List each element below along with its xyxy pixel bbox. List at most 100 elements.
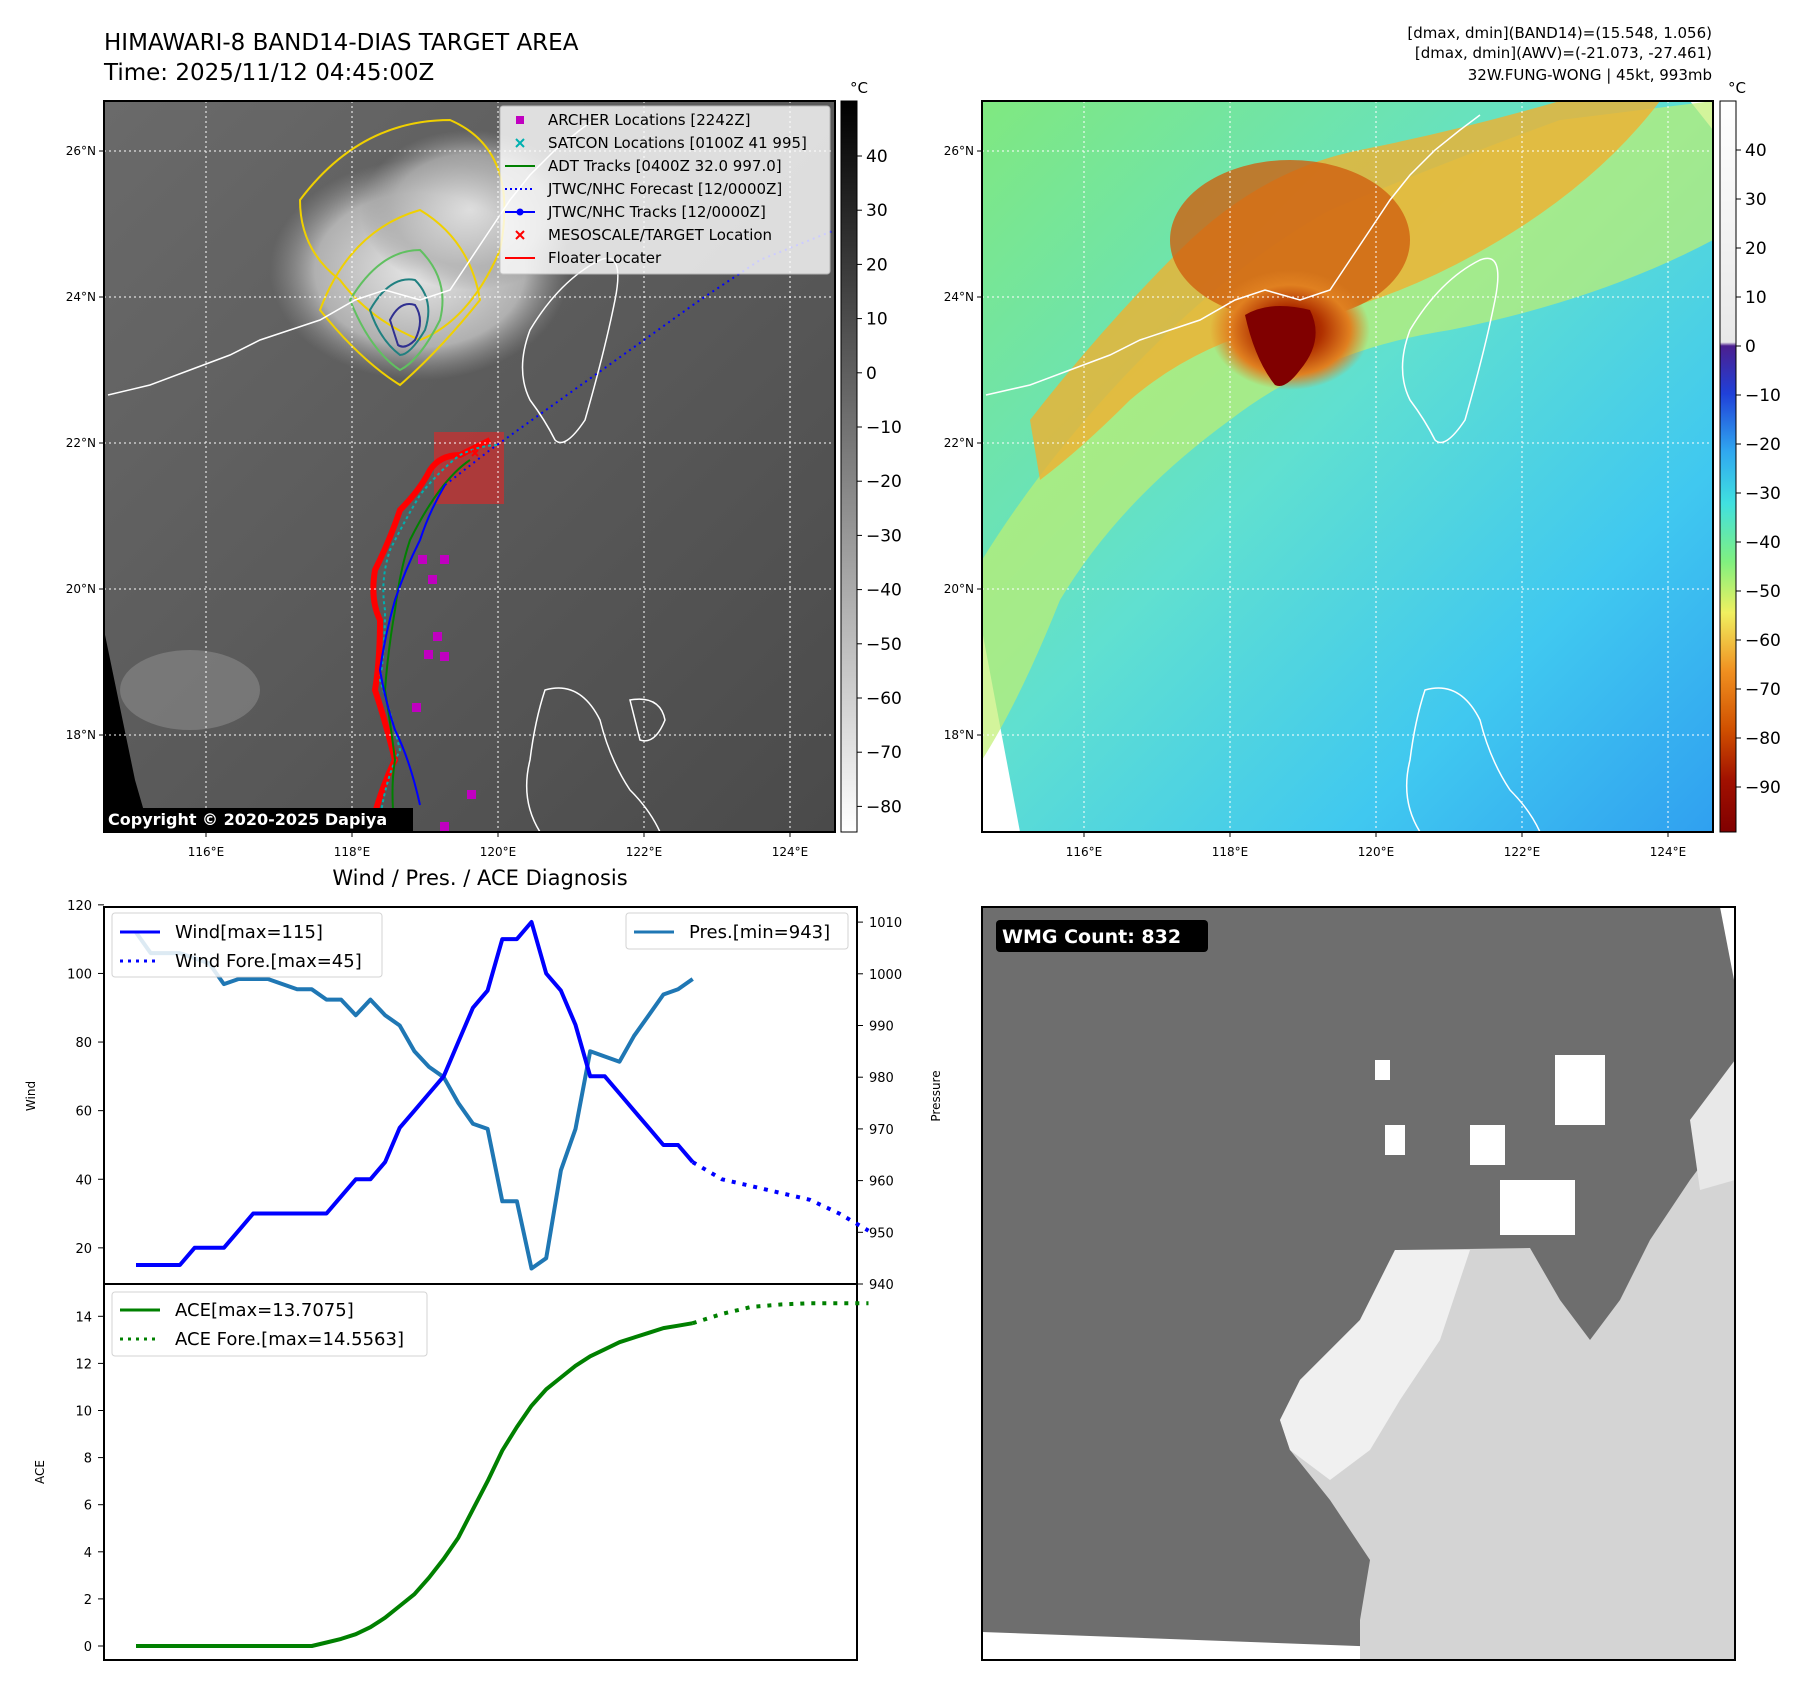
colorbar-tick-label: 30 [1745,190,1767,210]
enh-lat-ticks: 26°N 24°N 22°N 20°N 18°N [944,144,982,742]
wmg-white-patch [1470,1125,1505,1165]
lon-tick-label: 122°E [1504,845,1541,859]
wmg-panel: WMG Count: 832 [981,906,1736,1661]
colorbar-tick-label: −40 [1745,533,1781,553]
axis-tick-label: 2 [84,1593,92,1608]
ace-ylabel: ACE [33,1460,47,1484]
colorbar-tick-label: 20 [1745,239,1767,259]
axis-tick-label: 990 [869,1020,894,1035]
map-legend: ARCHER Locations [2242Z] SATCON Location… [499,105,831,275]
wind-legend-box [111,912,383,978]
floater-locater-box [434,432,504,504]
legend-forecast-label: JTWC/NHC Forecast [12/0000Z] [547,180,782,198]
ir-colorbar [840,100,858,833]
axis-tick-label: 970 [869,1123,894,1138]
colorbar-tick-label: 20 [866,255,888,275]
colorbar-tick-label: 10 [866,310,888,330]
pressure-ylabel: Pressure [929,1070,943,1121]
enh-map-frame [981,100,1714,833]
floater-track [367,437,492,832]
ace-series-line [136,1321,694,1648]
pres-legend-label: Pres.[min=943] [689,922,830,943]
enh-colorbar-unit: °C [1728,79,1746,97]
lat-tick-label: 24°N [944,290,974,304]
jtwc-track [378,484,446,806]
colorbar-tick-label: 40 [866,147,888,167]
info-line3: 32W.FUNG-WONG | 45kt, 993mb [1468,66,1712,84]
wind-fore-legend-label: Wind Fore.[max=45] [175,951,362,972]
colorbar-tick-label: −10 [1745,386,1781,406]
archer-point [418,555,427,564]
enh-colorbar-ticks: 40 30 20 10 0 −10 −20 −30 −40 −50 −60 −70 −80 −90 [1736,141,1781,798]
colorbar-tick-label: −90 [1745,778,1781,798]
wmg-right-bright [1690,1060,1735,1190]
info-line2: [dmax, dmin](AWV)=(-21.073, -27.461) [1415,44,1712,62]
colorbar-tick-label: −20 [1745,435,1781,455]
colorbar-tick-label: −80 [866,797,902,817]
ir-coastline-island [629,698,666,742]
lat-tick-label: 18°N [944,728,974,742]
ir-contour-purple [388,303,421,348]
lat-tick-label: 22°N [66,436,96,450]
colorbar-tick-label: −10 [866,418,902,438]
colorbar-tick-label: −60 [1745,631,1781,651]
pressure-axis-ticks: 1010 1000 990 980 970 960 950 940 [857,916,902,1293]
legend-satcon-label: SATCON Locations [0100Z 41 995] [548,134,807,152]
archer-point [412,703,421,712]
colorbar-tick-label: −80 [1745,729,1781,749]
wmg-white-patch [1500,1180,1575,1235]
axis-tick-label: 8 [84,1452,92,1467]
axis-tick-label: 980 [869,1071,894,1086]
axis-tick-label: 120 [67,899,92,914]
archer-point [467,790,476,799]
ir-map-panel: Copyright © 2020-2025 Dapiya 116°E 118°E 1… [66,79,902,859]
colorbar-tick-label: −50 [866,635,902,655]
adt-track [383,459,471,832]
axis-tick-label: 960 [869,1175,894,1190]
lon-tick-label: 118°E [334,845,371,859]
lon-tick-label: 116°E [1066,845,1103,859]
wind-axis-ticks: 120 100 80 60 40 20 [67,899,104,1257]
axis-tick-label: 40 [75,1173,92,1188]
lon-tick-label: 116°E [188,845,225,859]
ir-contour-green [348,248,444,372]
wind-ylabel: Wind [24,1081,38,1111]
axis-tick-label: 1000 [869,968,902,983]
archer-point [440,652,449,661]
colorbar-tick-label: −70 [1745,680,1781,700]
axis-tick-label: 12 [75,1357,92,1372]
ir-colorbar-ticks: 40 30 20 10 0 −10 −20 −30 −40 −50 −60 −70 −80 [857,147,902,817]
lat-tick-label: 26°N [944,144,974,158]
axis-tick-label: 950 [869,1226,894,1241]
colorbar-tick-label: 0 [866,364,877,384]
ace-legend-box [111,1291,428,1357]
colorbar-tick-label: −70 [866,743,902,763]
title-line2: Time: 2025/11/12 04:45:00Z [103,60,434,86]
lat-tick-label: 24°N [66,290,96,304]
wind-legend-label: Wind[max=115] [175,922,323,943]
legend-archer-label: ARCHER Locations [2242Z] [548,111,751,129]
copyright-label: Copyright © 2020-2025 Dapiya [108,810,387,829]
lat-tick-label: 18°N [66,728,96,742]
axis-tick-label: 0 [84,1640,92,1655]
ir-coastline-luzon [525,687,661,832]
colorbar-tick-label: −40 [866,581,902,601]
lon-tick-label: 124°E [1650,845,1687,859]
colorbar-tick-label: −60 [866,689,902,709]
wind-forecast-series-line [691,1160,870,1233]
axis-tick-label: 14 [75,1310,92,1325]
ace-fore-legend-label: ACE Fore.[max=14.5563] [175,1329,404,1350]
colorbar-tick-label: 40 [1745,141,1767,161]
satcon-track [378,444,501,821]
legend-adt-label: ADT Tracks [0400Z 32.0 997.0] [548,157,782,175]
ace-legend-label: ACE[max=13.7075] [175,1300,354,1321]
wmg-nodata-top [1720,907,1735,985]
axis-tick-label: 100 [67,967,92,982]
diagnosis-panel: Wind / Pres. / ACE Diagnosis Wind Pressu… [24,866,943,1661]
wmg-count-label: WMG Count: 832 [1002,926,1181,948]
title-line1: HIMAWARI-8 BAND14-DIAS TARGET AREA [104,30,579,56]
archer-point [440,822,449,831]
archer-point [424,650,433,659]
enh-colorbar [1719,100,1737,833]
